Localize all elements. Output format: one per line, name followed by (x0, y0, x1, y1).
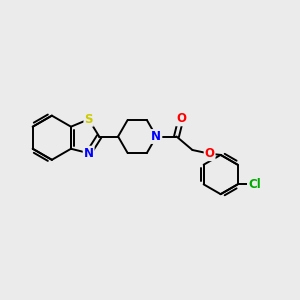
Text: N: N (84, 147, 94, 160)
Text: O: O (205, 147, 214, 160)
Text: N: N (152, 130, 161, 143)
Text: Cl: Cl (248, 178, 261, 191)
Text: O: O (176, 112, 186, 125)
Text: S: S (84, 113, 93, 126)
